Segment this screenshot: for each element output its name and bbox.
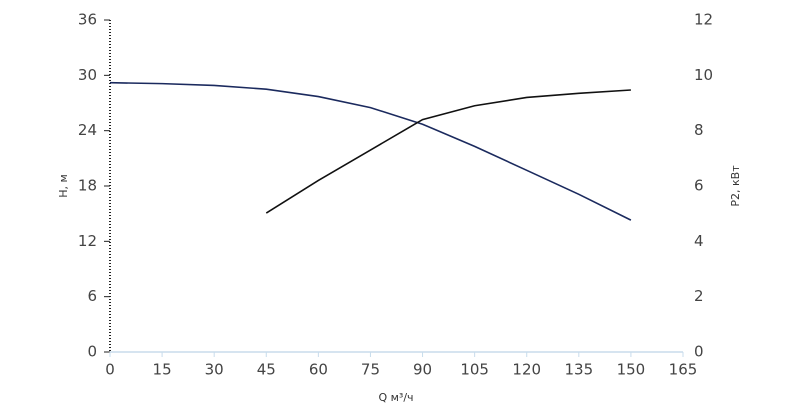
x-tick-label: 75 — [361, 361, 380, 379]
x-tick-label: 60 — [309, 361, 328, 379]
y-tick-label: 18 — [78, 177, 97, 195]
y2-tick-label: 8 — [694, 121, 704, 139]
x-tick-label: 150 — [617, 361, 646, 379]
x-tick-label: 30 — [205, 361, 224, 379]
y-tick-label: 12 — [78, 232, 97, 250]
y2-tick-label: 2 — [694, 287, 704, 305]
x-tick-label: 135 — [564, 361, 593, 379]
x-tick-label: 90 — [413, 361, 432, 379]
x-tick-label: 165 — [669, 361, 698, 379]
x-tick-label: 120 — [512, 361, 541, 379]
x-tick-label: 45 — [257, 361, 276, 379]
x-tick-label: 15 — [153, 361, 172, 379]
y2-tick-label: 6 — [694, 177, 704, 195]
y2-tick-label: 12 — [694, 11, 713, 29]
y-tick-label: 30 — [78, 66, 97, 84]
y-tick-label: 36 — [78, 11, 97, 29]
y-axis-label: H, м — [57, 174, 70, 198]
series-line — [109, 81, 632, 221]
y-tick-label: 24 — [78, 121, 97, 139]
x-tick-label: 105 — [460, 361, 489, 379]
series-line — [265, 89, 631, 214]
x-axis-label: Q м³/ч — [378, 391, 413, 404]
x-tick-label: 0 — [105, 361, 115, 379]
y2-tick-label: 0 — [694, 343, 704, 361]
y2-tick-label: 4 — [694, 232, 704, 250]
y-tick-label: 6 — [87, 287, 97, 305]
y-tick-label: 0 — [87, 343, 97, 361]
y2-tick-label: 10 — [694, 66, 713, 84]
y2-axis-label: P2, кВт — [729, 165, 742, 207]
